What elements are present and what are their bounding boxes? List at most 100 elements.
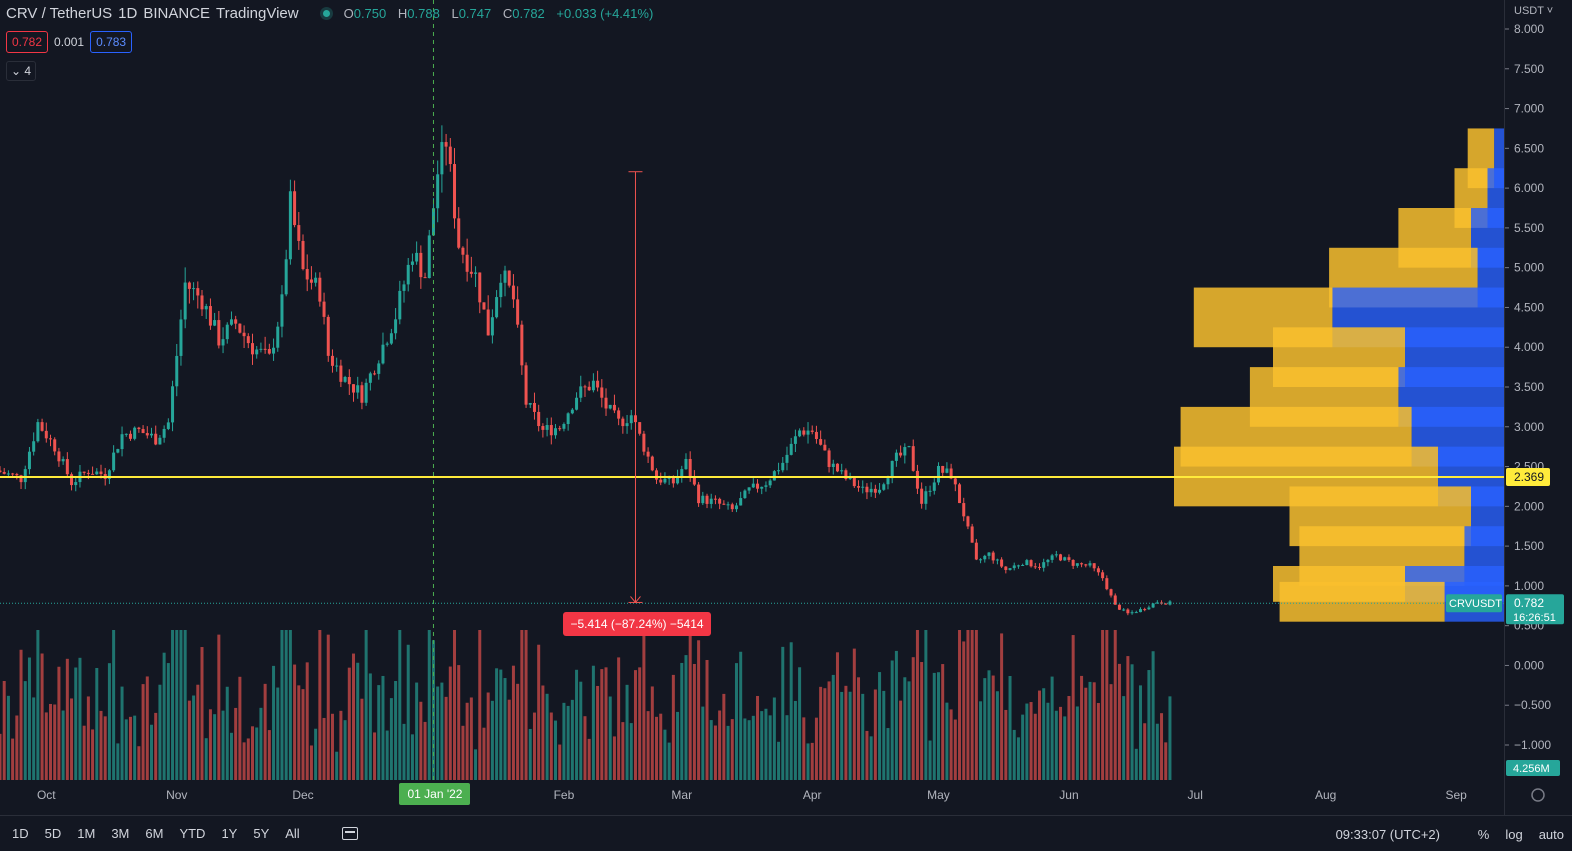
volume-bar [642,630,646,780]
range-6m-button[interactable]: 6M [145,826,164,841]
volume-bar [1029,702,1033,780]
symbol-name[interactable]: CRV / TetherUS [6,5,113,22]
volume-bar [789,642,793,780]
candle-body [398,290,402,320]
candle-body [1075,563,1079,566]
settings-gear-icon[interactable] [1531,788,1545,802]
volume-bar [272,665,276,780]
candle-body [1155,602,1159,604]
candle-body [133,427,137,439]
volume-bar [655,716,659,780]
candle-body [1012,565,1016,569]
volume-bar [667,742,671,780]
candle-body [558,428,562,430]
candle-body [82,471,86,473]
candle-body [659,479,663,483]
candle-body [1067,557,1071,560]
volume-bar [40,653,44,780]
volume-bar [1080,675,1084,780]
volume-profile-up-bar [1279,581,1445,622]
candle-body [798,430,802,437]
volume-bar [558,744,562,780]
candle-body [949,468,953,479]
candle-body [958,484,962,504]
price-axis[interactable]: USDT ˅ 8.000 7.500 7.000 6.500 6.000 5.500 5.00… [1446,0,1572,815]
candle-body [175,355,179,387]
range-5y-button[interactable]: 5Y [253,826,270,841]
volume-bar [162,652,166,780]
candle-body [684,458,688,470]
quote-row: 0.782 0.001 0.783 [6,31,133,53]
volume-bar [768,715,772,780]
candle-body [1029,560,1033,567]
candle-body [608,404,612,409]
volume-bar [486,692,490,780]
candle-body [1113,595,1117,605]
candle-body [936,465,940,483]
candle-body [23,469,27,483]
range-1y-button[interactable]: 1Y [221,826,238,841]
range-1d-button[interactable]: 1D [12,826,29,841]
candle-body [545,425,549,430]
buy-button[interactable]: 0.783 [90,31,133,53]
candle-body [394,319,398,334]
candle-body [1147,607,1151,610]
volume-bar [44,712,48,780]
range-3m-button[interactable]: 3M [111,826,130,841]
volume-bar [423,721,427,780]
auto-scale-button[interactable]: auto [1538,826,1564,842]
time-axis[interactable]: Oct Nov Dec Feb Mar Apr May Jun Jul Aug Sep [37,788,1545,802]
interval-label[interactable]: 1D [118,5,138,22]
currency-label[interactable]: USDT ˅ [1514,5,1553,17]
candle-body [507,270,511,286]
timezone-clock[interactable]: 09:33:07 (UTC+2) [1335,826,1440,842]
range-ytd-button[interactable]: YTD [179,826,206,841]
candle-body [734,505,738,510]
candle-body [979,559,983,561]
volume-bar [158,684,162,780]
log-scale-button[interactable]: log [1505,826,1523,842]
candle-body [537,411,541,427]
volume-bar [747,720,751,780]
indicators-collapse-button[interactable]: ⌄ 4 [6,61,37,81]
range-1m-button[interactable]: 1M [77,826,96,841]
volume-bar [650,686,654,780]
candle-body [486,309,490,336]
range-all-button[interactable]: All [285,826,300,841]
volume-bar [65,658,69,780]
volume-bar [806,743,810,780]
candle-body [583,386,587,388]
volume-bar [945,702,949,780]
volume-bar [112,630,116,780]
volume-bar [844,685,848,780]
volume-bar [680,662,684,780]
price-chart[interactable]: USDT ˅ 8.000 7.500 7.000 6.500 6.000 5.500 5.00… [0,0,1572,815]
volume-bar [621,722,625,780]
candle-body [1105,578,1109,590]
candle-body [1168,601,1172,605]
candle-body [255,349,259,355]
close-value: 0.782 [512,6,545,21]
candle-body [953,478,957,485]
measure-tool[interactable] [628,171,643,604]
candle-body [722,503,726,505]
low-label: L [451,6,459,21]
volume-bar [343,720,347,780]
candle-body [789,443,793,455]
candle-body [663,478,667,483]
volume-bar [991,675,995,780]
volume-bar [145,676,149,780]
percent-scale-button[interactable]: % [1477,826,1490,842]
candle-body [208,306,212,326]
sell-button[interactable]: 0.782 [6,31,49,53]
candle-body [128,433,132,439]
range-5d-button[interactable]: 5D [44,826,62,841]
measure-arrow [630,596,641,604]
volume-bar [562,702,566,780]
symbol-tag-bg [1446,594,1502,613]
volume-bar [835,652,839,780]
go-to-date-icon[interactable] [341,827,358,840]
volume-bar [739,651,743,780]
volume-bar [419,701,423,780]
volume-bar [890,660,894,780]
